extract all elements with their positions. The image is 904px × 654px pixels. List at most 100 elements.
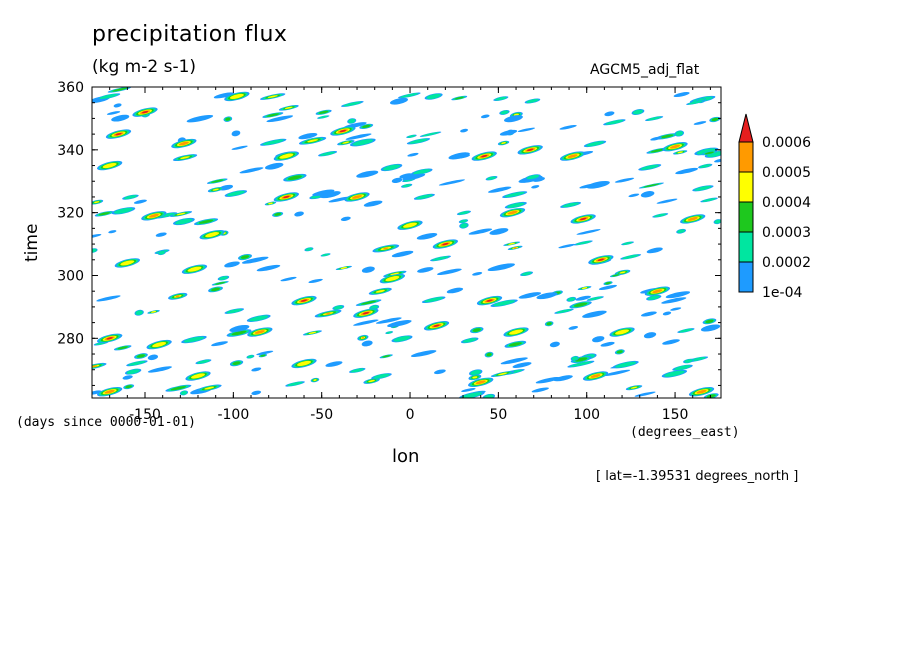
speckle-cell <box>176 212 186 216</box>
speckle-cell <box>96 295 121 302</box>
precip-feature <box>687 217 698 221</box>
speckle-cell <box>549 341 560 348</box>
speckle-cell <box>575 295 591 301</box>
precip-feature <box>507 210 518 215</box>
legend-swatch <box>738 141 754 173</box>
speckle-cell <box>231 330 247 336</box>
precip-feature <box>433 324 440 327</box>
speckle-cell <box>340 216 351 221</box>
speckle-cell <box>175 295 180 298</box>
speckle-cell <box>386 331 393 334</box>
speckle-cell <box>325 312 331 315</box>
speckle-cell <box>592 336 605 343</box>
speckle-cell <box>262 139 284 146</box>
model-label: AGCM5_adj_flat <box>590 62 700 78</box>
speckle-cell <box>361 336 365 339</box>
speckle-cell <box>225 117 231 121</box>
precip-feature <box>297 360 311 367</box>
x-tick-label: 150 <box>662 407 689 423</box>
speckle-cell <box>226 190 245 197</box>
precip-feature <box>152 342 167 348</box>
speckle-cell <box>518 292 542 299</box>
speckle-cell <box>342 141 350 144</box>
precip-feature <box>475 380 486 385</box>
speckle-cell <box>128 360 146 366</box>
speckle-cell <box>622 241 633 245</box>
speckle-cell <box>679 328 693 333</box>
speckle-cell <box>714 219 721 224</box>
speckle-cell <box>402 173 426 181</box>
precip-feature <box>283 195 290 199</box>
speckle-cell <box>460 128 469 133</box>
speckle-cell <box>434 369 446 375</box>
speckle-cell <box>98 212 111 216</box>
chart-title: precipitation flux <box>92 22 288 47</box>
speckle-cell <box>382 164 401 171</box>
speckle-cell <box>662 339 680 345</box>
speckle-cell <box>517 127 536 133</box>
speckle-cell <box>640 164 659 170</box>
speckle-cell <box>665 291 691 299</box>
speckle-cell <box>265 162 284 170</box>
speckle-cell <box>343 101 362 107</box>
x-axis-units: (degrees_east) <box>630 425 740 440</box>
speckle-cell <box>575 240 591 245</box>
precip-feature <box>187 266 202 272</box>
speckle-cell <box>647 295 660 300</box>
speckle-cell <box>574 357 588 362</box>
speckle-cell <box>350 368 364 373</box>
speckle-cell <box>125 385 132 389</box>
speckle-cell <box>446 287 464 294</box>
speckle-cell <box>256 264 281 272</box>
speckle-cell <box>111 114 130 122</box>
speckle-cell <box>305 247 313 251</box>
speckle-cell <box>241 256 269 264</box>
y-tick-label: 360 <box>57 80 84 96</box>
precip-feature <box>362 312 370 315</box>
speckle-cell <box>249 315 269 322</box>
precip-feature <box>696 389 707 394</box>
plot-frame <box>91 86 722 399</box>
speckle-cell <box>307 139 319 143</box>
speckle-cell <box>628 193 640 198</box>
speckle-cell <box>361 266 375 273</box>
speckle-cell <box>558 243 576 249</box>
speckle-cell <box>675 167 699 175</box>
precip-feature <box>106 337 113 340</box>
speckle-cell <box>280 276 297 282</box>
speckle-cell <box>268 202 273 205</box>
speckle-cell <box>472 328 481 332</box>
speckle-cell <box>318 115 329 119</box>
speckle-cell <box>319 151 336 156</box>
precip-feature <box>254 330 265 334</box>
speckle-cell <box>416 233 438 240</box>
legend-level-label: 0.0003 <box>762 225 811 241</box>
speckle-cell <box>656 198 678 204</box>
precip-feature <box>141 110 149 114</box>
speckle-cell <box>308 278 323 283</box>
speckle-cell <box>535 377 561 384</box>
speckle-cell <box>361 340 373 347</box>
speckle-cell <box>294 211 304 217</box>
speckle-cell <box>556 309 572 314</box>
precip-feature <box>148 213 159 218</box>
speckle-cell <box>702 198 717 202</box>
precip-feature <box>442 242 449 246</box>
speckle-cell <box>136 354 146 358</box>
speckle-cell <box>694 185 712 191</box>
speckle-cell <box>486 352 492 357</box>
speckle-cell <box>508 342 522 347</box>
speckle-cell <box>409 138 428 144</box>
legend-swatch <box>738 171 754 203</box>
speckle-cell <box>459 219 468 223</box>
speckle-cell <box>458 211 470 215</box>
speckle-cell <box>389 97 408 105</box>
speckle-cell <box>472 376 478 379</box>
speckle-cell <box>586 141 604 147</box>
speckle-cell <box>670 307 682 311</box>
speckle-cell <box>416 194 433 200</box>
speckle-cell <box>705 319 714 324</box>
speckle-cell <box>646 247 663 254</box>
speckle-cell <box>325 361 343 367</box>
speckle-cell <box>489 228 509 235</box>
